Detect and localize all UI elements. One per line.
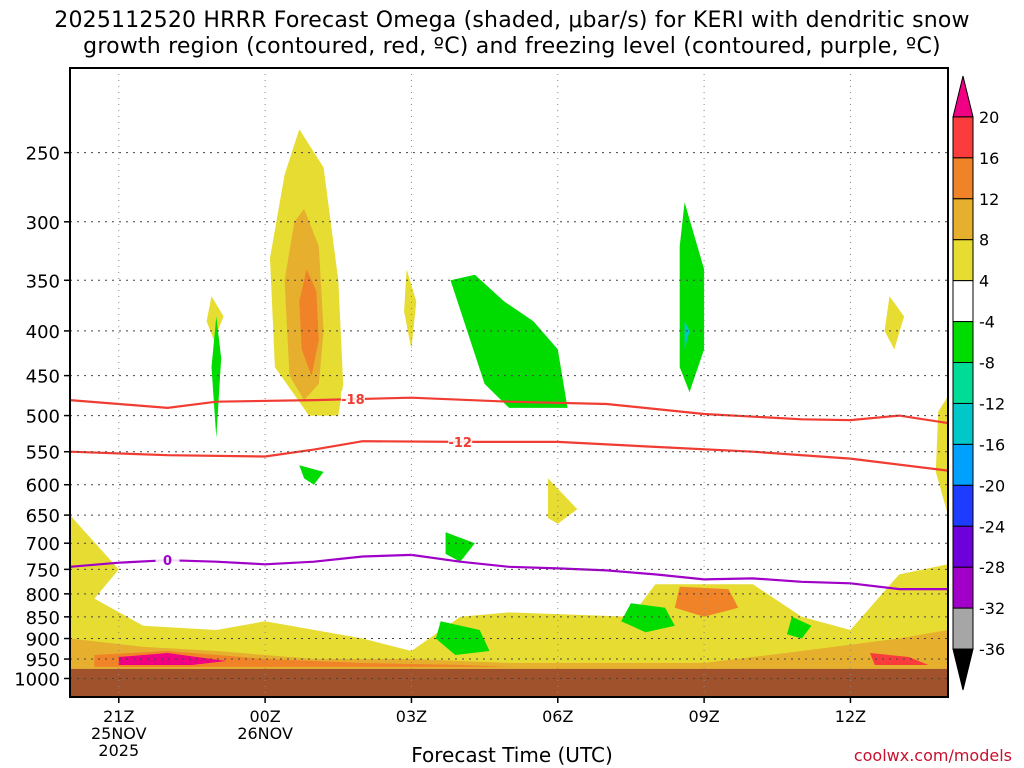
colorbar-bin bbox=[953, 363, 973, 404]
x-tick-label: 06Z bbox=[542, 707, 573, 726]
colorbar-label: -4 bbox=[979, 313, 995, 332]
contour-0C-freezing-level bbox=[70, 555, 948, 589]
colorbar-bin bbox=[953, 526, 973, 567]
y-tick-label: 250 bbox=[26, 144, 60, 165]
omega-region-downward-small-t6 bbox=[446, 532, 475, 562]
contour--18C-line bbox=[70, 398, 948, 423]
omega-region-downward-small-t4 bbox=[299, 465, 323, 484]
colorbar-label: -32 bbox=[979, 599, 1005, 618]
y-tick-label: 400 bbox=[26, 322, 60, 343]
colorbar-bin bbox=[953, 608, 973, 649]
y-tick-label: 450 bbox=[26, 367, 60, 388]
colorbar-label: -36 bbox=[979, 640, 1005, 659]
colorbar: 20 16 12 8 4 -4 -8 -12 -16 -20 -24 -28 -32 -36 bbox=[953, 76, 1005, 690]
y-tick-label: 750 bbox=[26, 560, 60, 581]
colorbar-label: 12 bbox=[979, 190, 999, 209]
contour--12C-line bbox=[70, 441, 948, 470]
colorbar-arrow-bottom bbox=[953, 649, 973, 690]
omega-region-lower-upward-layer bbox=[70, 515, 948, 669]
colorbar-label: 4 bbox=[979, 272, 989, 291]
colorbar-label: -28 bbox=[979, 558, 1005, 577]
colorbar-bin bbox=[953, 403, 973, 444]
contour-label-0C-freezing-level: 0 bbox=[163, 554, 172, 569]
x-tick-label: 12Z bbox=[835, 707, 866, 726]
colorbar-bin bbox=[953, 158, 973, 199]
credit-text: coolwx.com/models bbox=[854, 746, 1012, 765]
omega-region-right-edge-upward bbox=[936, 396, 948, 515]
y-tick-label: 850 bbox=[26, 608, 60, 629]
omega-region-downward-lobe-t5 bbox=[451, 275, 568, 408]
contour-label--12C-line: -12 bbox=[448, 436, 472, 451]
y-tick-label: 350 bbox=[26, 271, 60, 292]
chart-canvas: -18 -12 0 250 300 350 400 450 500 550 600 650 700 75… bbox=[0, 0, 1024, 768]
colorbar-bin bbox=[953, 444, 973, 485]
y-tick-label: 1000 bbox=[14, 669, 60, 690]
colorbar-label: -16 bbox=[979, 435, 1005, 454]
y-tick-label: 800 bbox=[26, 585, 60, 606]
colorbar-label: -8 bbox=[979, 354, 995, 373]
omega-region-small-upward-15.7 bbox=[885, 296, 905, 349]
y-tick-label: 650 bbox=[26, 506, 60, 527]
y-tick-label: 700 bbox=[26, 534, 60, 555]
colorbar-label: 20 bbox=[979, 108, 999, 127]
omega-region-small-upward-5.9 bbox=[404, 269, 416, 349]
colorbar-bin bbox=[953, 240, 973, 281]
x-tick-label: 03Z bbox=[396, 707, 427, 726]
colorbar-bin bbox=[953, 485, 973, 526]
colorbar-label: 16 bbox=[979, 149, 999, 168]
colorbar-label: 8 bbox=[979, 231, 989, 250]
omega-shading-layer bbox=[70, 129, 948, 696]
y-tick-label: 550 bbox=[26, 443, 60, 464]
colorbar-bin bbox=[953, 322, 973, 363]
colorbar-bin bbox=[953, 567, 973, 608]
colorbar-bin bbox=[953, 281, 973, 322]
colorbar-arrow-top bbox=[953, 76, 973, 117]
colorbar-label: -24 bbox=[979, 517, 1005, 536]
colorbar-bin bbox=[953, 199, 973, 240]
omega-region-downward-lobe-t11 bbox=[680, 202, 704, 392]
y-tick-label: 950 bbox=[26, 650, 60, 671]
colorbar-bin bbox=[953, 117, 973, 158]
x-tick-date: 26NOV bbox=[237, 724, 293, 743]
y-tick-label: 900 bbox=[26, 630, 60, 651]
omega-region-upward-mid-9 bbox=[548, 478, 577, 523]
contour-label--18C-line: -18 bbox=[341, 393, 365, 408]
colorbar-label: -20 bbox=[979, 476, 1005, 495]
y-tick-label: 500 bbox=[26, 407, 60, 428]
terrain-block bbox=[70, 669, 948, 696]
y-tick-label: 300 bbox=[26, 213, 60, 234]
colorbar-label: -12 bbox=[979, 394, 1005, 413]
x-tick-label: 09Z bbox=[688, 707, 719, 726]
y-tick-label: 600 bbox=[26, 476, 60, 497]
contour-layer: -18 -12 0 bbox=[70, 391, 948, 589]
